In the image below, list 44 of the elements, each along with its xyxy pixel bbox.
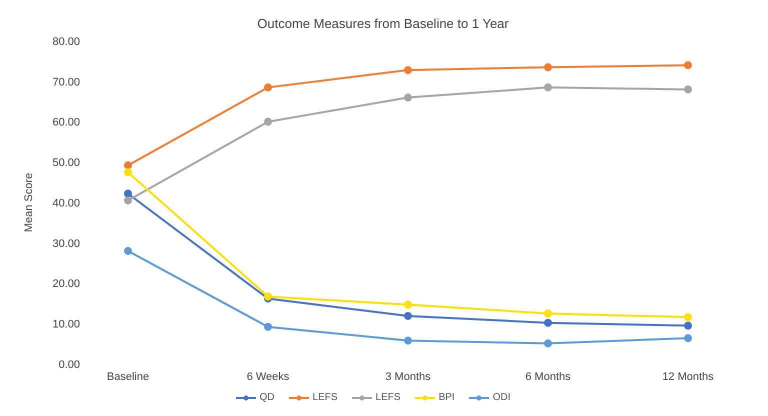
point bbox=[684, 85, 692, 94]
point bbox=[124, 196, 132, 204]
x-tick-label: 6 Months bbox=[525, 370, 572, 383]
y-tick-label: 30.00 bbox=[52, 238, 80, 250]
y-tick-label: 70.00 bbox=[52, 76, 80, 88]
legend-label: LEFS bbox=[376, 392, 401, 403]
y-tick-label: 20.00 bbox=[52, 278, 80, 290]
point bbox=[684, 61, 692, 70]
y-tick-label: 10.00 bbox=[52, 318, 80, 331]
point bbox=[544, 310, 552, 318]
chart-title: Outcome Measures from Baseline to 1 Year bbox=[256, 15, 510, 31]
x-tick-label: 3 Months bbox=[385, 370, 432, 383]
point bbox=[404, 66, 412, 74]
point bbox=[404, 312, 412, 320]
x-tick-label: 12 Months bbox=[662, 370, 714, 383]
point bbox=[544, 63, 552, 72]
point bbox=[264, 118, 272, 126]
x-tick-label: Baseline bbox=[106, 370, 150, 383]
y-tick-label: 40.00 bbox=[52, 197, 80, 210]
y-tick-label: 0.00 bbox=[58, 358, 80, 371]
point bbox=[684, 313, 692, 322]
point bbox=[404, 94, 412, 102]
y-tick-label: 50.00 bbox=[52, 157, 80, 170]
point bbox=[124, 168, 132, 176]
y-tick-label: 60.00 bbox=[52, 116, 80, 129]
point bbox=[264, 322, 272, 331]
point bbox=[264, 83, 272, 92]
point bbox=[124, 161, 132, 170]
point bbox=[404, 300, 412, 309]
point bbox=[124, 246, 132, 255]
point bbox=[404, 336, 412, 345]
point bbox=[684, 334, 692, 342]
legend-label: QD bbox=[260, 392, 275, 403]
legend-label: LEFS bbox=[312, 392, 338, 403]
x-tick-label: 6 Weeks bbox=[246, 370, 290, 383]
point bbox=[124, 190, 132, 198]
y-tick-label: 80.00 bbox=[52, 36, 80, 48]
legend-label: BPI bbox=[438, 392, 455, 403]
point bbox=[544, 339, 552, 348]
point bbox=[544, 83, 552, 92]
point bbox=[684, 322, 692, 330]
y-axis-title: Mean Score bbox=[22, 172, 35, 232]
legend-label: ODI bbox=[492, 392, 510, 403]
point bbox=[544, 318, 552, 327]
